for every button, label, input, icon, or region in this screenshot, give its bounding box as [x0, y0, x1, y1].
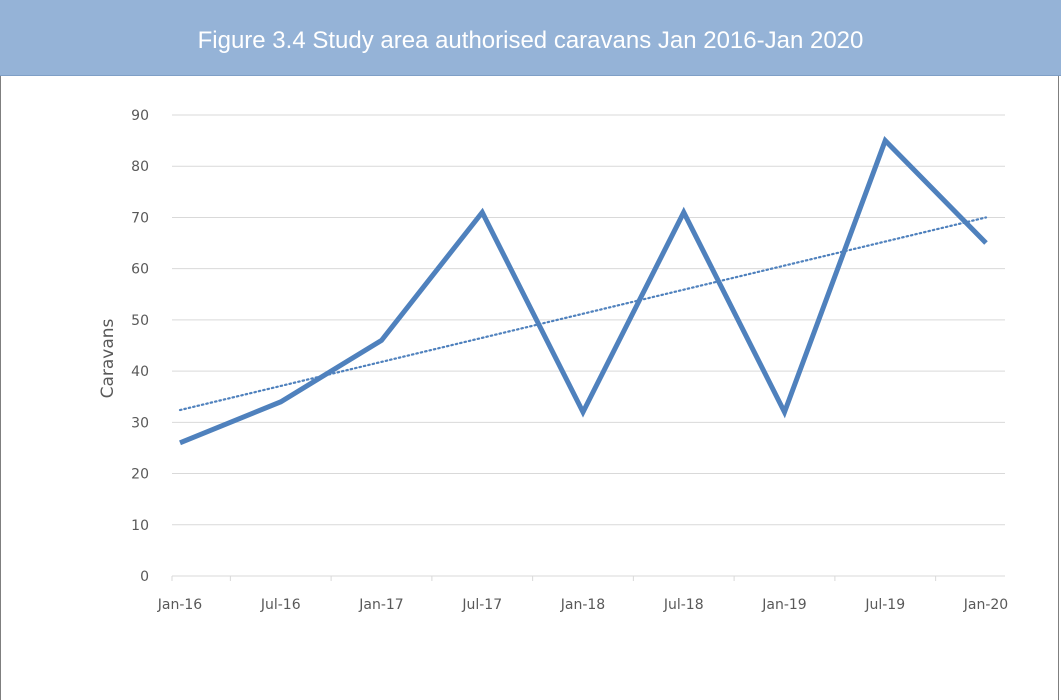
figure-header: Figure 3.4 Study area authorised caravan…	[0, 0, 1061, 76]
trendline	[180, 217, 986, 410]
x-tick-label: Jul-19	[864, 597, 905, 613]
x-tick-label: Jul-18	[663, 597, 704, 613]
y-tick-label: 40	[131, 364, 149, 380]
y-tick-label: 20	[131, 467, 149, 483]
gridlines	[172, 115, 1005, 525]
x-tick-label: Jan-19	[761, 597, 806, 613]
y-tick-label: 80	[131, 159, 149, 175]
y-tick-label: 60	[131, 262, 149, 278]
chart-area: 0 10 20 30 40 50 60 70 80 90 Jan-16 Jul-16 Jan-17 Jul…	[60, 88, 1020, 657]
x-tick-label: Jan-18	[560, 597, 605, 613]
y-tick-label: 70	[131, 210, 149, 226]
y-tick-label: 10	[131, 518, 149, 534]
y-tick-label: 30	[131, 415, 149, 431]
x-tick-label: Jul-17	[461, 597, 502, 613]
series-line	[180, 141, 986, 443]
trendline-layer	[180, 217, 986, 410]
y-tick-label: 90	[131, 108, 149, 124]
axes	[172, 576, 1005, 581]
figure-title: Figure 3.4 Study area authorised caravan…	[0, 26, 1061, 56]
y-tick-label: 0	[140, 569, 149, 585]
y-axis-title: Caravans	[98, 318, 118, 398]
x-tick-label: Jan-20	[963, 597, 1008, 613]
y-tick-label: 50	[131, 313, 149, 329]
x-tick-label: Jan-16	[157, 597, 203, 613]
line-chart: 0 10 20 30 40 50 60 70 80 90 Jan-16 Jul-16 Jan-17 Jul…	[60, 88, 1020, 657]
x-tick-label: Jan-17	[358, 597, 403, 613]
x-tick-label: Jul-16	[260, 597, 301, 613]
series-layer	[180, 141, 986, 443]
